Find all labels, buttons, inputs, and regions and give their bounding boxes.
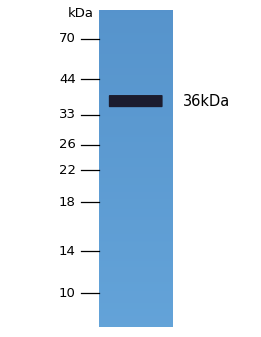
FancyBboxPatch shape xyxy=(109,95,163,107)
Text: 33: 33 xyxy=(59,108,76,121)
Text: 14: 14 xyxy=(59,245,76,257)
Text: 22: 22 xyxy=(59,164,76,177)
Text: 36kDa: 36kDa xyxy=(183,94,230,109)
Text: 18: 18 xyxy=(59,196,76,209)
Text: 70: 70 xyxy=(59,32,76,45)
Text: 10: 10 xyxy=(59,287,76,300)
Text: 44: 44 xyxy=(59,73,76,86)
Text: kDa: kDa xyxy=(68,7,94,20)
Text: 26: 26 xyxy=(59,139,76,151)
